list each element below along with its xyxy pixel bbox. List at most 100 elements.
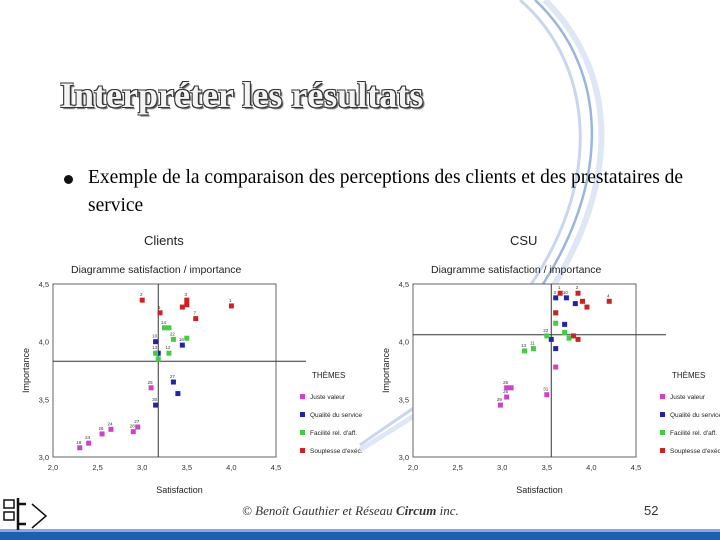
data-point [108,426,114,432]
data-label: 3 [553,290,556,295]
legend-entry: Facilité rel. d'aff. [670,430,717,437]
data-label: 18 [76,440,82,445]
legend-title: THÈMES [672,371,705,380]
data-point [170,336,176,342]
legend-entry: Souplesse d'exéc. [670,448,720,455]
scatter-chart-csu: Diagramme satisfaction / importance 2,0 2,… [381,264,720,495]
y-tick-label: 3,0 [399,453,409,462]
footer-copyright: © Benoît Gauthier et Réseau Circum inc. [242,503,459,519]
footer-copyright-text: © Benoît Gauthier et Réseau [242,503,396,518]
data-point [562,329,568,335]
bottom-bar [0,532,720,540]
x-tick-label: 2,5 [92,463,102,472]
x-tick-label: 3,0 [137,463,147,472]
plot-area [52,283,277,458]
y-axis-label: Importance [21,348,31,393]
data-label: 25 [148,380,154,385]
data-point [157,310,163,316]
data-label: 1 [229,298,232,303]
data-point [148,385,154,391]
y-tick-label: 3,0 [39,453,49,462]
data-point [162,325,167,331]
data-point [579,298,585,304]
data-label: 22 [543,328,549,333]
legend-swatch [300,412,305,417]
y-tick-label: 4,0 [399,338,409,347]
bullet-icon [64,175,73,184]
data-label: 24 [85,435,91,440]
y-tick-label: 4,0 [39,338,49,347]
data-point [153,350,159,356]
data-label: 13 [152,345,158,350]
x-tick-label: 2,0 [408,463,418,472]
x-tick-label: 3,5 [182,463,192,472]
chart-header-clients: Clients [144,233,184,248]
legend-swatch [660,412,665,417]
data-point [575,336,581,342]
x-tick-label: 4,0 [226,463,236,472]
x-tick-label: 4,5 [271,463,281,472]
x-axis-label: Satisfaction [516,485,563,495]
data-label: 31 [543,387,549,392]
data-label: 27 [170,374,176,379]
data-point [553,295,559,301]
data-point [553,320,559,326]
legend-swatch [660,448,665,453]
data-point [155,356,161,362]
x-axis-label: Satisfaction [156,485,203,495]
data-label: 1 [558,285,561,290]
y-tick-label: 3,5 [399,395,409,404]
data-point [130,429,136,435]
data-point [179,342,185,348]
slide-title: Interpréter les résultats [60,75,424,115]
data-label: 11 [530,341,535,346]
data-point [522,348,527,354]
x-tick-label: 2,0 [48,463,58,472]
x-tick-label: 3,5 [542,463,552,472]
legend-title: THÈMES [312,371,345,380]
data-point [557,290,563,296]
data-label: 13 [521,343,527,348]
legend-swatch [300,394,305,399]
legend-swatch [660,394,665,399]
data-point [139,297,145,303]
data-point [553,364,559,370]
data-point [508,385,514,391]
data-point [562,321,568,327]
data-point [572,301,578,307]
data-point [584,304,590,310]
data-label: 6 [158,305,161,310]
data-label: 25 [503,389,509,394]
y-axis-label: Importance [381,348,391,393]
data-point [184,335,190,341]
data-point [553,310,559,316]
data-point [135,424,141,430]
data-label: 3 [185,292,188,297]
x-tick-label: 4,5 [631,463,641,472]
legend-swatch [660,430,665,435]
circum-logo [3,498,48,530]
data-label: 2 [140,292,143,297]
data-point [153,339,159,345]
data-point [184,302,190,308]
data-point [575,290,581,296]
data-label: 10 [152,334,158,339]
chart-header-csu: CSU [510,233,538,248]
data-point [228,303,234,309]
data-point [504,394,510,400]
data-point [99,431,105,437]
data-label: 26 [503,380,509,385]
legend-entry: Qualité du service [310,412,362,419]
data-point [548,336,554,342]
bullet-text: Exemple de la comparaison des perception… [88,167,684,216]
chart-title: Diagramme satisfaction / importance [71,264,242,276]
data-point [606,298,612,304]
data-label: 4 [607,293,610,298]
data-label: 14 [161,320,167,325]
data-label: 7 [193,311,196,316]
page-number: 52 [644,503,659,518]
data-point [184,297,190,303]
plot-area [412,283,637,458]
data-point [193,316,199,322]
